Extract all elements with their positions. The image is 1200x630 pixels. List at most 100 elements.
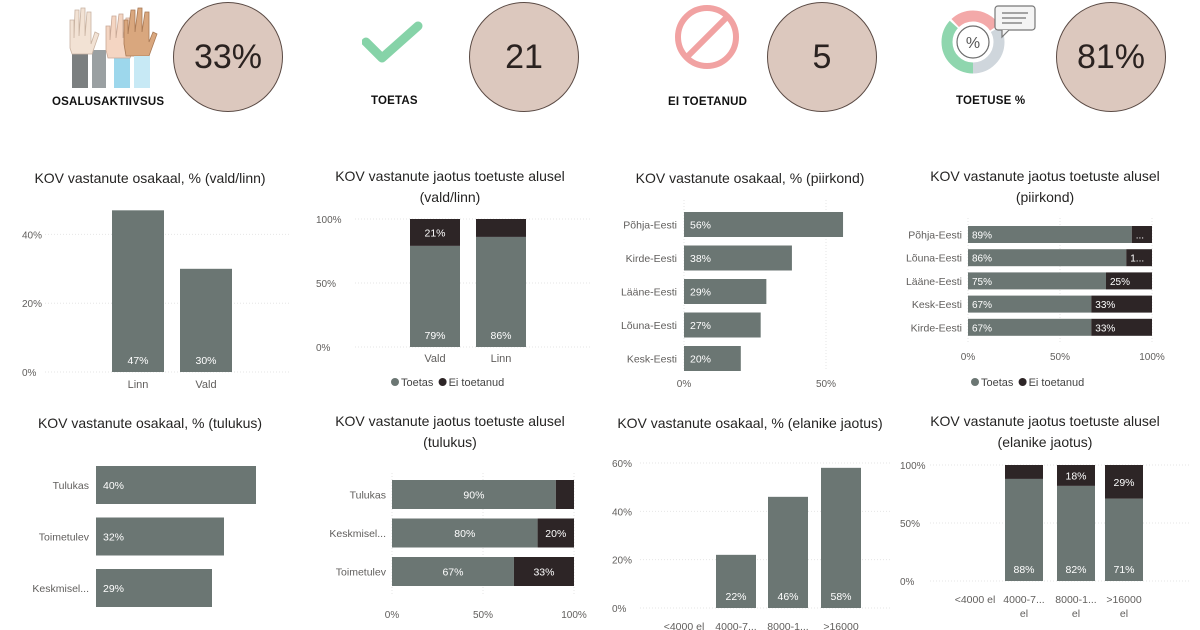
x-tick-label: 100%: [1139, 352, 1165, 363]
bar-ei-toetanud: [537, 518, 574, 548]
x-tick-label: <4000 el: [664, 621, 705, 630]
x-tick-label: 0%: [961, 352, 976, 363]
data-label: 67%: [972, 323, 992, 334]
chart-c6: 0% 50% 100% 90% Tulukas 80% 20% Keskmisel... 67%…: [329, 473, 587, 621]
x-tick-label: 0%: [677, 379, 692, 390]
y-tick-label: Põhja-Eesti: [623, 220, 677, 232]
y-tick-label: Kesk-Eesti: [912, 299, 962, 311]
bar-toetas: [1057, 485, 1095, 581]
bar-ei-toetanud: [555, 480, 574, 509]
y-tick-label: 0%: [22, 368, 37, 379]
chart-c7: 0% 20% 40% 60% <4000 el 22% 4000-7... 46% 8000-1…: [612, 459, 890, 630]
data-label: 79%: [424, 330, 445, 342]
bar-toetas: [968, 272, 1106, 290]
bar: [684, 245, 792, 271]
legend-marker: [971, 378, 979, 386]
chart-title: KOV vastanute osakaal, % (piirkond): [635, 170, 865, 186]
data-label: 33%: [533, 567, 554, 579]
x-tick-label: <4000 el: [955, 594, 996, 606]
bar: [96, 466, 256, 504]
y-tick-label: Keskmisel...: [32, 583, 89, 595]
y-tick-label: Lääne-Eesti: [906, 276, 962, 288]
y-tick-label: 0%: [612, 604, 627, 615]
y-tick-label: Toimetulev: [39, 532, 90, 544]
x-tick-label-suffix: el: [1072, 608, 1080, 620]
y-tick-label: 20%: [22, 299, 42, 310]
bar-toetas: [392, 557, 514, 586]
legend-label: Ei toetanud: [449, 377, 505, 389]
x-tick-label: 8000-1...: [1055, 594, 1096, 606]
bar-ei-toetanud: [476, 219, 526, 237]
bar: [821, 467, 861, 608]
bar: [684, 312, 761, 338]
bar-ei-toetanud: [1057, 465, 1095, 486]
x-tick-label: 100%: [561, 610, 587, 621]
y-tick-label: Tulukas: [350, 490, 386, 502]
legend-label: Toetas: [401, 377, 434, 389]
data-label: 25%: [1110, 277, 1130, 288]
data-label: 1...: [1130, 254, 1144, 265]
data-label: 88%: [1013, 564, 1034, 576]
data-label: 29%: [1113, 477, 1134, 489]
chart-panel-elanike-support: KOV vastanute jaotus toetuste alusel (el…: [890, 405, 1200, 630]
legend-marker: [438, 378, 447, 386]
y-tick-label: 60%: [612, 459, 632, 470]
data-label: 22%: [725, 591, 746, 603]
data-label: 86%: [972, 254, 992, 265]
data-label: 29%: [103, 583, 124, 595]
bar: [180, 268, 232, 372]
kpi-label: OSALUSAKTIIVSUS: [52, 96, 165, 108]
raised-hands-icon: [62, 4, 158, 95]
chart-title: KOV vastanute osakaal, % (vald/linn): [34, 170, 266, 186]
chart-panel-vald-linn-share: KOV vastanute osakaal, % (vald/linn) 0% 2…: [0, 160, 300, 400]
bar-ei-toetanud: [1091, 295, 1152, 313]
y-tick-label: Lõuna-Eesti: [906, 253, 962, 265]
bar-toetas: [476, 236, 526, 347]
x-tick-label: 50%: [1050, 352, 1070, 363]
bar-ei-toetanud: [1126, 249, 1152, 267]
bar-ei-toetanud: [1005, 465, 1043, 479]
y-tick-label: Lääne-Eesti: [621, 287, 677, 299]
y-tick-label: 50%: [900, 519, 920, 530]
kpi-value-circle: 33%: [173, 2, 283, 112]
chart-c2: 0% 50% 100% 79% 21% Vald 86% Linn Toetas Ei toeta…: [316, 215, 590, 389]
bar-ei-toetanud: [513, 557, 574, 586]
data-label: 40%: [103, 480, 124, 492]
bar-toetas: [968, 295, 1092, 313]
y-tick-label: Kirde-Eesti: [911, 322, 962, 334]
chart-title: KOV vastanute osakaal, % (tulukus): [37, 415, 263, 431]
data-label: 20%: [545, 528, 566, 540]
chart-c4: 0% 50% 100% 89% ... Põhja-Eesti 86% 1... Lõuna-E…: [906, 218, 1165, 389]
legend-label: Ei toetanud: [1029, 377, 1085, 389]
y-tick-label: Keskmisel...: [329, 528, 386, 540]
bar: [112, 210, 164, 372]
legend-marker: [391, 378, 399, 386]
svg-text:%: %: [966, 35, 980, 52]
chart-panel-tulukus-share: KOV vastanute osakaal, % (tulukus) 40% Tu…: [0, 405, 300, 630]
x-tick-label-suffix: el: [1120, 608, 1128, 620]
data-label: 80%: [454, 528, 475, 540]
data-label: 27%: [690, 320, 711, 332]
kpi-ei-toetanud: EI TOETANUD 5: [638, 0, 938, 130]
prohibited-icon: [672, 2, 742, 77]
bar-ei-toetanud: [1091, 318, 1152, 336]
data-label: 58%: [830, 591, 851, 603]
data-label: 33%: [1095, 323, 1115, 334]
data-label: 90%: [463, 490, 484, 502]
kpi-label: EI TOETANUD: [668, 96, 748, 108]
y-tick-label: Toimetulev: [336, 567, 387, 579]
percent-donut-chat-icon: %: [940, 4, 1040, 81]
data-label: 30%: [195, 355, 216, 367]
y-tick-label: 100%: [900, 461, 926, 472]
data-label: 82%: [1065, 564, 1086, 576]
chart-c1: 0% 20% 40% 47% Linn 30% Vald: [22, 210, 290, 391]
data-label: 33%: [1095, 300, 1115, 311]
y-tick-label: 0%: [316, 343, 331, 354]
x-tick-label: >16000: [1106, 594, 1141, 606]
bar-toetas: [1105, 498, 1143, 581]
bar-toetas: [410, 245, 460, 347]
bar-ei-toetanud: [1106, 272, 1152, 290]
data-label: 56%: [690, 220, 711, 232]
y-tick-label: 50%: [316, 279, 336, 290]
chart-title: KOV vastanute jaotus toetuste alusel (tu…: [335, 413, 565, 450]
